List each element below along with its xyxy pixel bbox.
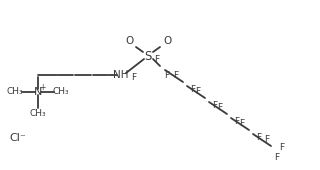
Text: F: F — [196, 88, 201, 97]
Text: F: F — [275, 152, 280, 162]
Text: NH: NH — [113, 70, 129, 80]
Text: F: F — [256, 133, 261, 142]
Text: F: F — [239, 120, 244, 129]
Text: +: + — [39, 82, 45, 91]
Text: CH₃: CH₃ — [53, 88, 69, 97]
Text: F: F — [217, 104, 223, 113]
Text: F: F — [235, 117, 240, 126]
Text: F: F — [212, 101, 218, 110]
Text: S: S — [144, 49, 152, 63]
Text: O: O — [163, 36, 171, 46]
Text: F: F — [132, 72, 137, 81]
Text: F: F — [173, 72, 179, 81]
Text: CH₃: CH₃ — [30, 109, 46, 118]
Text: CH₃: CH₃ — [7, 88, 23, 97]
Text: O: O — [125, 36, 133, 46]
Text: N: N — [34, 87, 42, 97]
Text: Cl⁻: Cl⁻ — [10, 133, 26, 143]
Text: F: F — [264, 135, 269, 144]
Text: F: F — [155, 55, 160, 64]
Text: F: F — [190, 86, 196, 95]
Text: F: F — [164, 71, 170, 80]
Text: F: F — [279, 143, 284, 152]
